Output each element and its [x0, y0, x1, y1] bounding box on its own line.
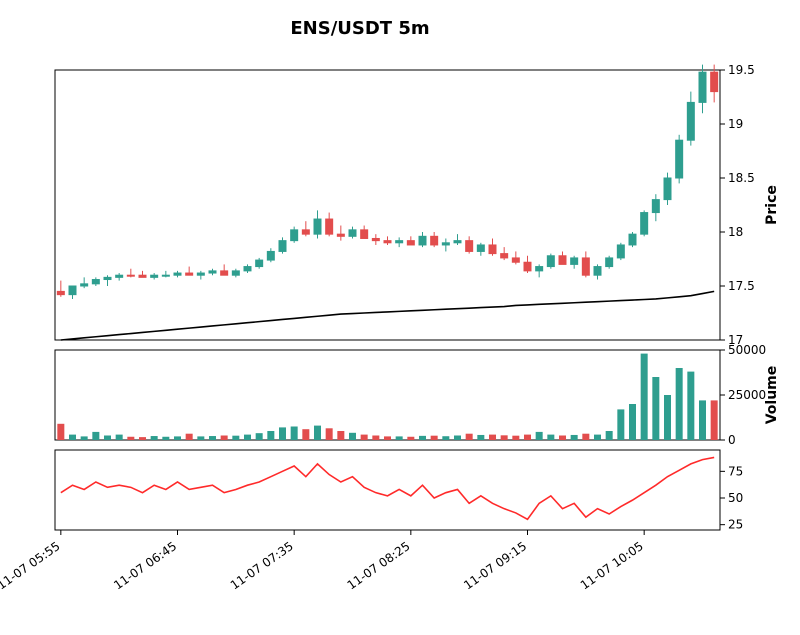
svg-text:25: 25: [728, 518, 743, 532]
svg-text:0: 0: [728, 433, 736, 447]
svg-text:18.5: 18.5: [728, 171, 755, 185]
svg-text:19.5: 19.5: [728, 63, 755, 77]
svg-text:50: 50: [728, 491, 743, 505]
svg-text:18: 18: [728, 225, 743, 239]
svg-text:Price: Price: [764, 185, 780, 225]
chart-title: ENS/USDT 5m: [0, 18, 720, 39]
svg-text:25000: 25000: [728, 388, 766, 402]
svg-text:11-07 07:35: 11-07 07:35: [228, 539, 296, 592]
svg-text:11-07 09:15: 11-07 09:15: [461, 539, 529, 592]
svg-text:19: 19: [728, 117, 743, 131]
svg-text:11-07 06:45: 11-07 06:45: [111, 539, 179, 592]
ma-line: [61, 291, 714, 340]
svg-text:50000: 50000: [728, 343, 766, 357]
svg-text:11-07 10:05: 11-07 10:05: [578, 539, 646, 592]
price-candles: [57, 65, 717, 299]
svg-text:11-07 08:25: 11-07 08:25: [345, 539, 413, 592]
svg-text:11-07 05:55: 11-07 05:55: [0, 539, 63, 592]
svg-text:17.5: 17.5: [728, 279, 755, 293]
svg-text:Volume: Volume: [764, 366, 780, 425]
volume-bars: [57, 354, 717, 440]
rsi-line: [61, 457, 714, 519]
svg-text:75: 75: [728, 464, 743, 478]
chart-svg: 1717.51818.51919.502500050000255075Price…: [0, 0, 800, 635]
